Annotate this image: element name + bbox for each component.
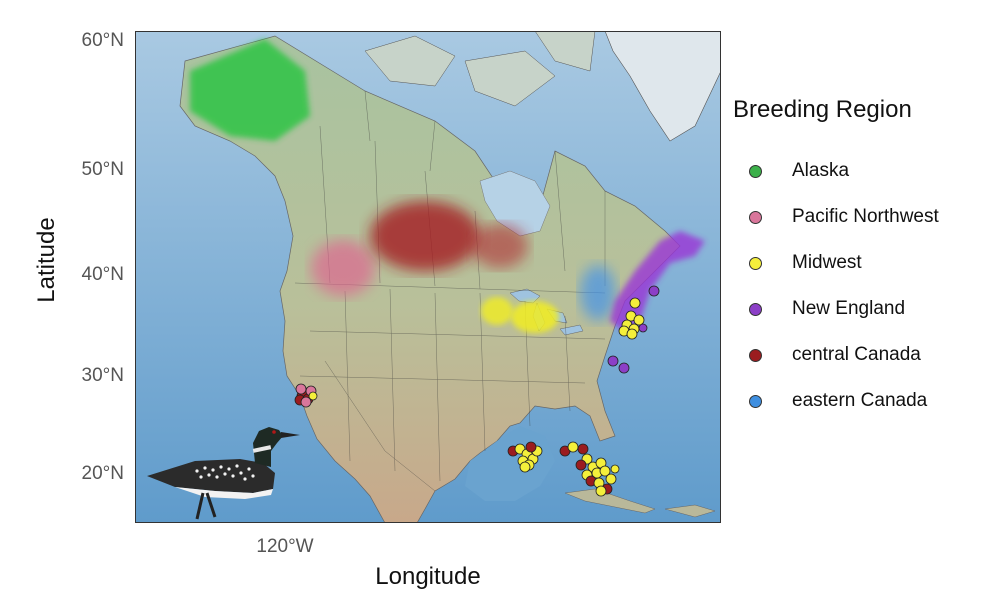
y-axis-title: Latitude: [33, 217, 60, 303]
legend-label: Midwest: [792, 252, 862, 273]
range-midwest-east: [511, 301, 559, 333]
legend-label: Alaska: [792, 160, 850, 181]
winter-point: [607, 355, 619, 367]
legend-key-new-england: [749, 302, 762, 316]
winter-point: [519, 461, 531, 473]
winter-point: [595, 485, 607, 497]
legend-item-eastern-canada: eastern Canada: [749, 378, 983, 424]
legend: Breeding Region Alaska Pacific Northwest…: [733, 96, 983, 424]
legend-item-pacific-northwest: Pacific Northwest: [749, 194, 983, 240]
legend-label: central Canada: [792, 344, 921, 365]
panel-border: [135, 31, 721, 523]
winter-point: [633, 314, 645, 326]
winter-point: [599, 465, 611, 477]
legend-label: New England: [792, 298, 906, 319]
legend-key-alaska: [749, 164, 762, 178]
common-loon-icon: [147, 427, 300, 520]
legend-label: eastern Canada: [792, 390, 928, 411]
lat-tick-50n: 50°N: [81, 159, 124, 180]
legend-key-central-canada: [749, 348, 762, 362]
winter-point: [577, 443, 589, 455]
political-boundaries: [294, 90, 606, 492]
hudson-bay: [479, 170, 551, 237]
legend-title: Breeding Region: [733, 96, 912, 123]
arctic-islands: [364, 31, 596, 107]
legend-key-eastern-canada: [749, 394, 762, 408]
legend-label: Pacific Northwest: [792, 206, 939, 227]
winter-point: [638, 323, 648, 333]
legend-key-pacific-northwest: [749, 210, 762, 224]
breeding-ranges: [190, 39, 705, 333]
range-central-canada-east: [472, 224, 528, 268]
legend-item-alaska: Alaska: [749, 148, 983, 194]
lat-tick-60n: 60°N: [81, 30, 124, 51]
range-pacific-northwest: [311, 240, 375, 296]
lat-tick-40n: 40°N: [81, 264, 124, 285]
range-midwest-west: [481, 297, 513, 325]
map-panel: [135, 31, 721, 523]
lat-tick-20n: 20°N: [81, 463, 124, 484]
winter-point: [567, 441, 579, 453]
legend-item-midwest: Midwest: [749, 240, 983, 286]
legend-key-midwest: [749, 256, 762, 270]
winter-point: [626, 328, 638, 340]
lon-tick-120w: 120°W: [256, 536, 314, 557]
winter-point: [300, 396, 312, 408]
winter-point: [648, 285, 660, 297]
legend-item-new-england: New England: [749, 286, 983, 332]
range-central-canada-west: [370, 201, 480, 271]
winter-point: [605, 473, 617, 485]
winter-point: [295, 383, 307, 395]
range-alaska: [190, 39, 310, 141]
x-axis-title: Longitude: [375, 563, 481, 590]
winter-point: [308, 391, 318, 401]
lat-tick-30n: 30°N: [81, 365, 124, 386]
greenland: [604, 31, 721, 142]
winter-point: [629, 297, 641, 309]
range-eastern-canada: [580, 265, 616, 321]
map-svg: [135, 31, 721, 523]
winter-point: [525, 441, 537, 453]
winter-locations: [294, 285, 660, 497]
winter-point: [618, 362, 630, 374]
winter-point: [610, 464, 620, 474]
winter-point: [575, 459, 587, 471]
legend-item-central-canada: central Canada: [749, 332, 983, 378]
